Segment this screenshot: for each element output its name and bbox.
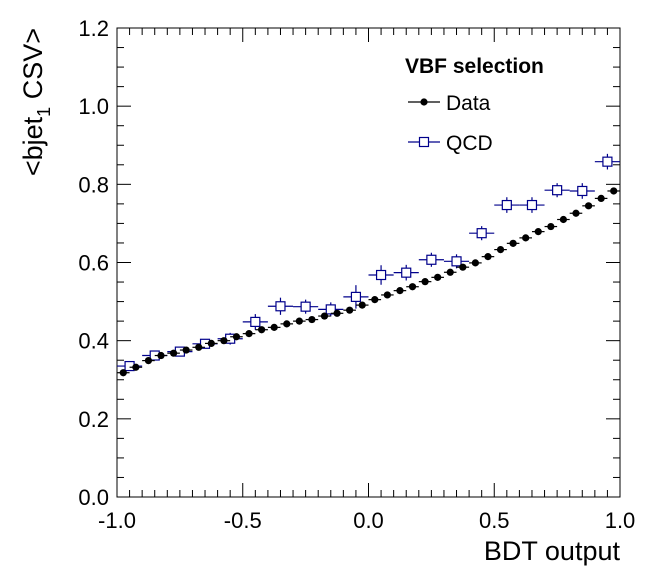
data-point [330, 309, 344, 317]
y-tick-labels: 0.0 0.2 0.4 0.6 0.8 1.0 1.2 [78, 16, 109, 510]
data-point [569, 209, 583, 217]
data-point [494, 246, 507, 254]
data-point [217, 337, 231, 345]
x-tick-labels: -1.0 -0.5 0.0 0.5 1.0 [98, 508, 635, 533]
data-point [280, 320, 294, 328]
x-tick-label: 0.5 [479, 508, 510, 533]
y-tick-label: 0.6 [78, 251, 109, 276]
y-axis-title-main: <bjet [18, 116, 48, 176]
series-qcd [117, 153, 620, 372]
y-tick-label: 1.2 [78, 16, 109, 41]
y-tick-label: 0.8 [78, 172, 109, 197]
x-tick-label: 1.0 [605, 508, 636, 533]
data-point [531, 228, 545, 236]
y-axis-title-tail: CSV> [18, 28, 48, 107]
data-point [167, 349, 180, 357]
x-tick-label: -1.0 [98, 508, 136, 533]
data-point [594, 194, 608, 203]
x-tick-label: 0.0 [353, 508, 384, 533]
data-point [481, 253, 495, 261]
x-tick-label: -0.5 [224, 508, 262, 533]
data-point [506, 239, 520, 247]
legend-data-label: Data [446, 92, 491, 115]
data-point [582, 202, 595, 210]
y-tick-label: 0.2 [78, 407, 109, 432]
data-point [205, 339, 218, 348]
data-point [267, 323, 281, 331]
qcd-point [519, 197, 545, 213]
qcd-point [494, 197, 520, 213]
qcd-point [418, 252, 444, 267]
data-point [129, 363, 143, 371]
axis-ticks [116, 27, 621, 498]
qcd-point [393, 264, 419, 281]
data-point [293, 317, 306, 325]
y-axis-title: <bjet1 CSV> [18, 28, 54, 176]
qcd-point [594, 153, 620, 170]
data-point [154, 351, 168, 360]
data-point [544, 222, 558, 231]
data-point [192, 343, 206, 351]
legend-title: VBF selection [405, 55, 544, 78]
data-point [443, 268, 457, 276]
data-point [406, 283, 419, 291]
legend: VBF selection Data QCD [405, 55, 544, 155]
qcd-point [267, 297, 294, 315]
y-axis-title-subscript: 1 [34, 107, 54, 117]
data-point [418, 278, 432, 286]
data-point [557, 215, 570, 224]
qcd-point [469, 226, 495, 241]
data-point [230, 333, 243, 341]
qcd-point [242, 314, 268, 330]
frame [116, 27, 621, 498]
data-point [305, 315, 319, 324]
y-tick-label: 1.0 [78, 94, 109, 119]
legend-qcd-label: QCD [446, 132, 493, 155]
data-point [469, 259, 482, 267]
data-point [343, 306, 356, 314]
data-point [179, 346, 193, 354]
data-point [381, 291, 394, 299]
y-tick-label: 0.4 [78, 329, 109, 354]
qcd-point [544, 183, 570, 198]
data-point [355, 301, 369, 309]
data-point [117, 369, 130, 377]
data-point [242, 330, 256, 338]
qcd-point [569, 183, 595, 199]
y-tick-label: 0.0 [78, 485, 109, 510]
x-axis-title: BDT output [484, 536, 621, 566]
data-point [519, 234, 532, 242]
data-point [142, 356, 155, 365]
data-point [431, 273, 444, 281]
qcd-point [443, 254, 470, 269]
data-point [318, 312, 331, 320]
legend-data-marker [420, 98, 428, 106]
data-point [456, 263, 470, 271]
data-point [368, 296, 382, 304]
legend-qcd-marker [418, 136, 430, 148]
data-point [255, 326, 268, 334]
qcd-point [368, 265, 394, 285]
data-point [607, 187, 620, 195]
data-point [393, 287, 407, 295]
series-data [117, 187, 620, 377]
qcd-point [293, 299, 319, 314]
